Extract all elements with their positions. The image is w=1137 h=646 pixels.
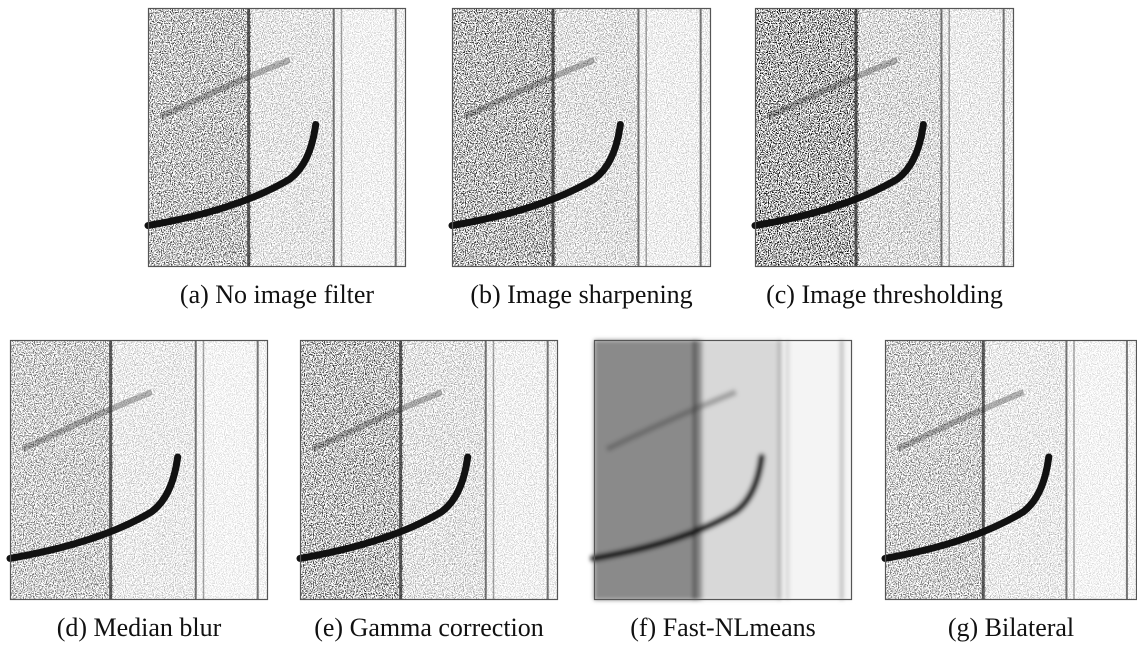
mid-region	[403, 340, 486, 600]
mid-region	[702, 340, 779, 600]
sonar-image	[10, 340, 268, 600]
sonar-image	[148, 8, 406, 267]
figure: (a) No image filter (b) Image sharpening (…	[0, 0, 1137, 646]
mid-region	[986, 340, 1067, 600]
image-panel	[452, 8, 711, 267]
panel-caption: (d) Median blur	[57, 613, 222, 642]
dark-region	[10, 340, 113, 600]
dark-region	[452, 8, 556, 267]
mid-region	[556, 8, 639, 267]
panel-caption: (c) Image thresholding	[766, 280, 1003, 309]
mid-region	[113, 340, 196, 600]
image-panel	[300, 340, 558, 600]
sonar-image	[755, 8, 1014, 267]
dark-region	[148, 8, 251, 267]
dark-region	[755, 8, 859, 267]
image-panel	[755, 8, 1014, 267]
panel-caption: (e) Gamma correction	[314, 613, 544, 642]
panel-caption: (b) Image sharpening	[470, 280, 692, 309]
panel-caption: (a) No image filter	[180, 280, 375, 309]
image-panel	[148, 8, 406, 267]
panel-caption: (f) Fast-NLmeans	[630, 613, 816, 642]
sonar-image	[300, 340, 558, 600]
image-panel	[885, 340, 1137, 600]
dark-region	[594, 340, 702, 600]
sonar-image	[885, 340, 1137, 600]
sonar-image	[594, 340, 852, 600]
dark-region	[885, 340, 986, 600]
panel-caption: (g) Bilateral	[948, 613, 1074, 642]
mid-region	[251, 8, 334, 267]
mid-region	[859, 8, 942, 267]
dark-region	[300, 340, 403, 600]
image-panel	[594, 340, 852, 600]
sonar-image	[452, 8, 711, 267]
image-panel	[10, 340, 268, 600]
